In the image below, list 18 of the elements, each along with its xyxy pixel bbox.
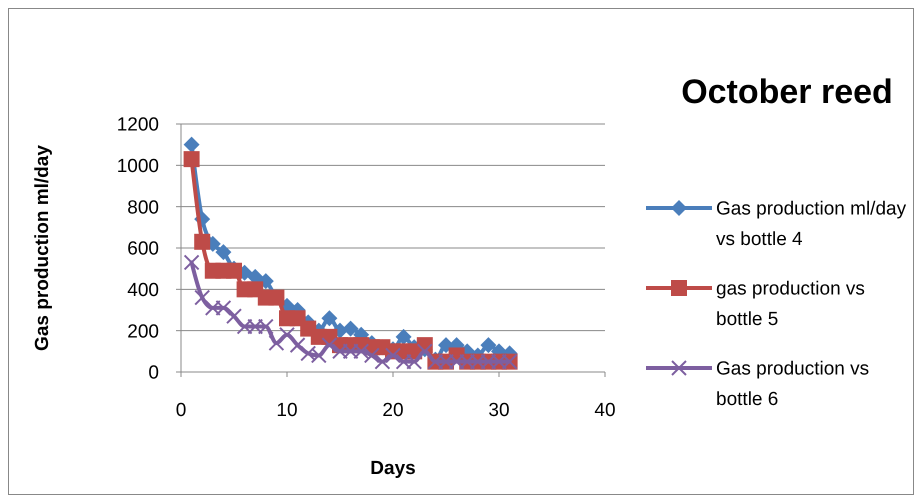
x-tick-label: 10 (276, 400, 298, 421)
y-tick-label: 800 (127, 197, 159, 218)
x-tick-label: 40 (594, 400, 616, 421)
legend-label: Gas production ml/day vs bottle 4 (716, 198, 907, 250)
y-tick-label: 0 (148, 362, 159, 384)
y-tick-label: 200 (127, 321, 159, 342)
x-axis-title: Days (370, 458, 416, 479)
legend-label: gas production vs bottle 5 (716, 278, 865, 330)
x-tick-label: 20 (382, 400, 404, 421)
y-tick-label: 400 (127, 280, 159, 301)
x-tick-label: 30 (488, 400, 510, 421)
y-tick-label: 600 (127, 238, 159, 260)
text: October reed (681, 73, 893, 111)
y-tick-label: 1000 (116, 156, 159, 177)
y-tick-label: 1200 (116, 114, 159, 136)
legend-label: Gas production vs bottle 6 (716, 358, 870, 410)
y-axis-title: Gas production ml/day (32, 144, 53, 351)
x-tick-label: 0 (176, 400, 186, 421)
